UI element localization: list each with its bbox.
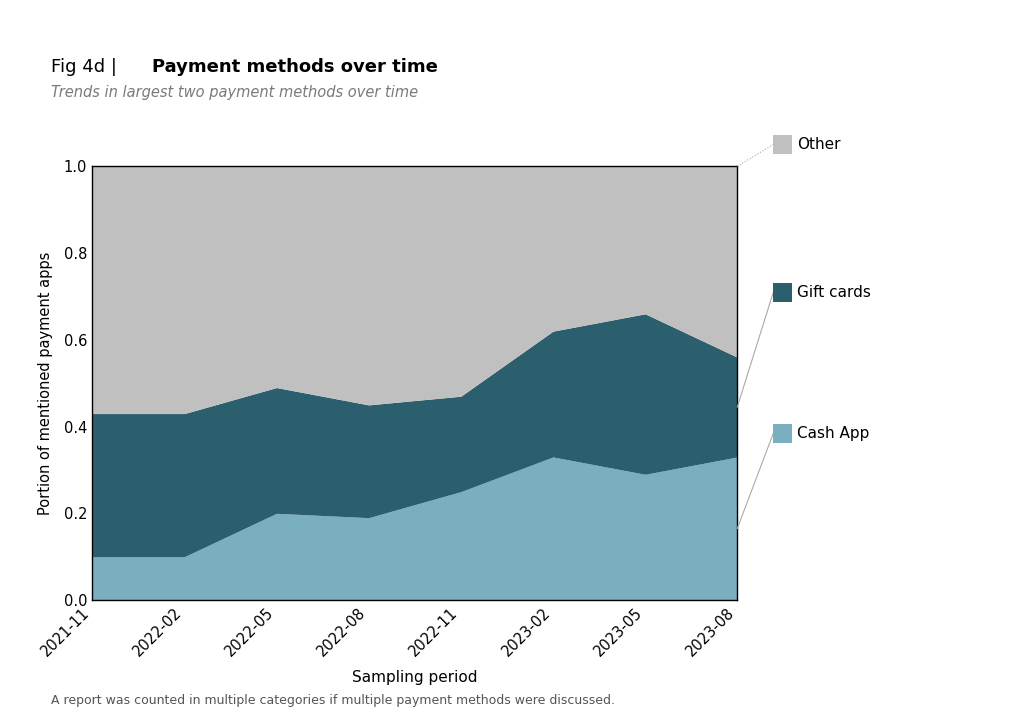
Text: A report was counted in multiple categories if multiple payment methods were dis: A report was counted in multiple categor… [51, 694, 615, 707]
Text: Other: Other [797, 137, 840, 152]
Text: Trends in largest two payment methods over time: Trends in largest two payment methods ov… [51, 85, 419, 100]
Text: Cash App: Cash App [797, 427, 869, 441]
X-axis label: Sampling period: Sampling period [352, 670, 477, 685]
Text: Fig 4d |: Fig 4d | [51, 58, 123, 76]
Text: Payment methods over time: Payment methods over time [152, 58, 437, 76]
Y-axis label: Portion of mentioned payment apps: Portion of mentioned payment apps [38, 252, 52, 515]
Text: Gift cards: Gift cards [797, 286, 870, 300]
